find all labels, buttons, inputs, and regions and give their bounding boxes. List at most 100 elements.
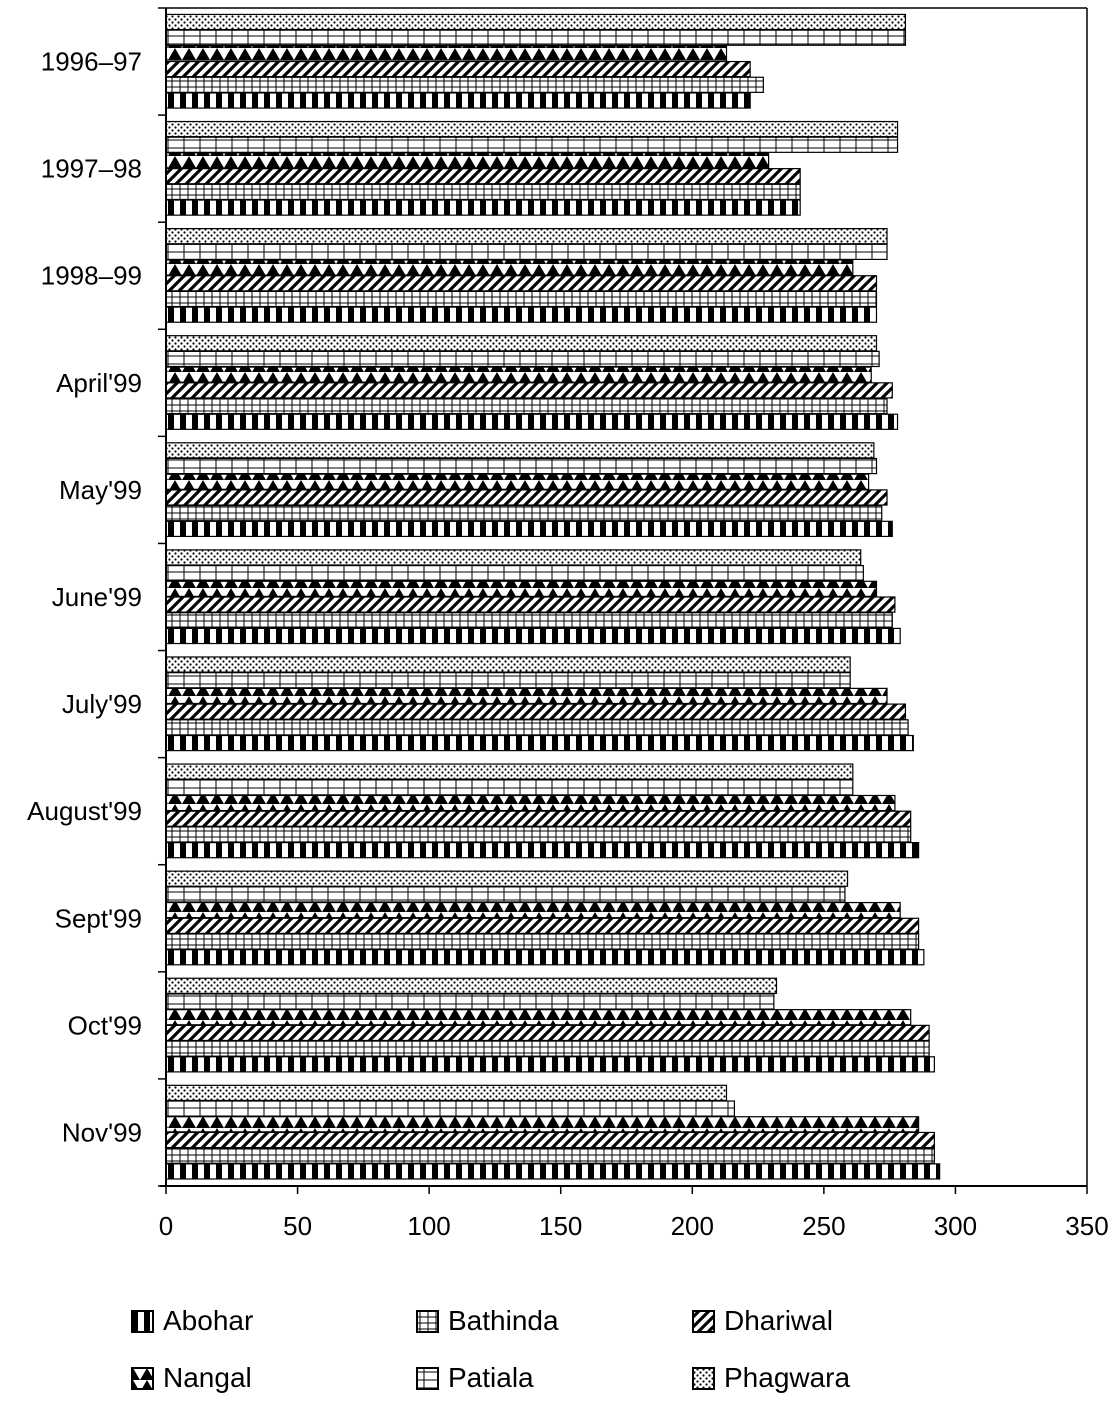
- bar-patiala-4: [165, 457, 878, 475]
- x-tick-label: 300: [934, 1211, 977, 1241]
- bar-bathinda-7: [165, 826, 912, 843]
- bar-abohar-8: [165, 949, 925, 966]
- x-tick-label: 250: [802, 1211, 845, 1241]
- bar-phagwara-2: [165, 228, 888, 245]
- legend-label-dhariwal: Dhariwal: [724, 1305, 833, 1336]
- bar-nangal-3: [165, 366, 872, 383]
- bar-bathinda-0: [165, 76, 764, 93]
- bar-patiala-10: [165, 1100, 735, 1117]
- y-tick-label: Oct'99: [68, 1010, 142, 1040]
- legend-swatch-dhariwal: [692, 1310, 715, 1333]
- y-tick-label: Sept'99: [55, 903, 142, 933]
- bar-phagwara-9: [165, 977, 778, 994]
- bar-bathinda-9: [165, 1040, 930, 1057]
- x-tick-label: 50: [283, 1211, 312, 1241]
- y-tick-label: Nov'99: [62, 1118, 142, 1148]
- bar-dhariwal-4: [165, 489, 888, 506]
- bar-nangal-1: [165, 152, 770, 169]
- y-tick-label: July'99: [62, 689, 142, 719]
- axes-layer: 1996–97 1997–98 1998–99 April'99 May'99 June'…: [27, 7, 1109, 1241]
- y-tick-label: May'99: [59, 475, 142, 505]
- bar-phagwara-7: [165, 763, 854, 780]
- bar-patiala-2: [165, 243, 888, 261]
- bar-phagwara-8: [165, 870, 849, 887]
- bar-bathinda-5: [165, 612, 893, 629]
- bar-patiala-0: [165, 29, 907, 46]
- bar-bathinda-2: [165, 290, 878, 308]
- bar-abohar-2: [165, 306, 878, 323]
- bar-abohar-4: [165, 520, 893, 538]
- bar-phagwara-1: [165, 120, 899, 138]
- bar-phagwara-4: [165, 442, 875, 459]
- bar-dhariwal-8: [165, 917, 920, 934]
- bar-bathinda-1: [165, 183, 801, 201]
- bar-nangal-7: [165, 794, 896, 812]
- bar-dhariwal-5: [165, 596, 896, 613]
- x-tick-label: 350: [1065, 1211, 1108, 1241]
- legend-swatch-phagwara: [692, 1367, 715, 1390]
- y-tick-label: 1998–99: [41, 261, 142, 291]
- legend-label-phagwara: Phagwara: [724, 1362, 851, 1393]
- bar-nangal-10: [165, 1116, 920, 1133]
- legend-swatch-bathinda: [416, 1310, 439, 1333]
- bar-phagwara-3: [165, 335, 878, 352]
- bar-bathinda-3: [165, 397, 888, 415]
- x-tick-label: 100: [407, 1211, 450, 1241]
- bar-abohar-6: [165, 734, 914, 752]
- legend-label-nangal: Nangal: [163, 1362, 252, 1393]
- bar-nangal-2: [165, 259, 854, 276]
- bar-patiala-8: [165, 886, 846, 903]
- bar-abohar-1: [165, 199, 801, 216]
- bar-abohar-5: [165, 627, 901, 645]
- bar-dhariwal-1: [165, 168, 801, 185]
- legend-swatch-abohar: [131, 1310, 154, 1333]
- bar-abohar-0: [165, 92, 751, 109]
- y-tick-label: 1997–98: [41, 154, 142, 184]
- bar-bathinda-4: [165, 505, 883, 522]
- bar-phagwara-6: [165, 656, 851, 673]
- legend-label-abohar: Abohar: [163, 1305, 253, 1336]
- bar-dhariwal-2: [165, 275, 878, 292]
- bar-dhariwal-3: [165, 382, 893, 399]
- y-tick-label: June'99: [52, 582, 142, 612]
- bar-dhariwal-0: [165, 60, 751, 78]
- bar-nangal-5: [165, 580, 878, 597]
- bar-patiala-3: [165, 350, 880, 368]
- legend: Abohar Bathinda Dhariwal Nangal Patiala Phagw…: [131, 1305, 851, 1393]
- legend-swatch-patiala: [416, 1367, 439, 1390]
- bar-bathinda-10: [165, 1147, 935, 1164]
- bar-abohar-10: [165, 1163, 941, 1180]
- bar-dhariwal-6: [165, 703, 907, 720]
- bar-nangal-8: [165, 901, 901, 919]
- bar-dhariwal-10: [165, 1131, 935, 1149]
- bar-patiala-1: [165, 136, 899, 153]
- bar-nangal-9: [165, 1009, 912, 1026]
- y-tick-label: April'99: [56, 368, 142, 398]
- bar-abohar-3: [165, 413, 899, 430]
- bar-phagwara-0: [165, 13, 907, 31]
- legend-label-patiala: Patiala: [448, 1362, 534, 1393]
- bar-dhariwal-7: [165, 810, 912, 827]
- bar-patiala-5: [165, 564, 864, 582]
- bar-abohar-9: [165, 1056, 935, 1073]
- y-tick-label: 1996–97: [41, 47, 142, 77]
- y-tick-label: August'99: [27, 796, 142, 826]
- bars-layer: [165, 13, 941, 1180]
- bar-patiala-9: [165, 993, 775, 1010]
- bar-patiala-6: [165, 672, 851, 689]
- bar-bathinda-6: [165, 719, 909, 736]
- legend-label-bathinda: Bathinda: [448, 1305, 559, 1336]
- bar-nangal-0: [165, 45, 728, 62]
- x-tick-label: 150: [539, 1211, 582, 1241]
- bar-nangal-6: [165, 687, 888, 705]
- bar-patiala-7: [165, 779, 854, 796]
- bar-phagwara-10: [165, 1084, 728, 1102]
- x-tick-label: 200: [671, 1211, 714, 1241]
- bar-abohar-7: [165, 841, 920, 859]
- bar-bathinda-8: [165, 933, 920, 950]
- bar-phagwara-5: [165, 549, 862, 566]
- bar-nangal-4: [165, 473, 870, 490]
- legend-swatch-nangal: [131, 1367, 154, 1390]
